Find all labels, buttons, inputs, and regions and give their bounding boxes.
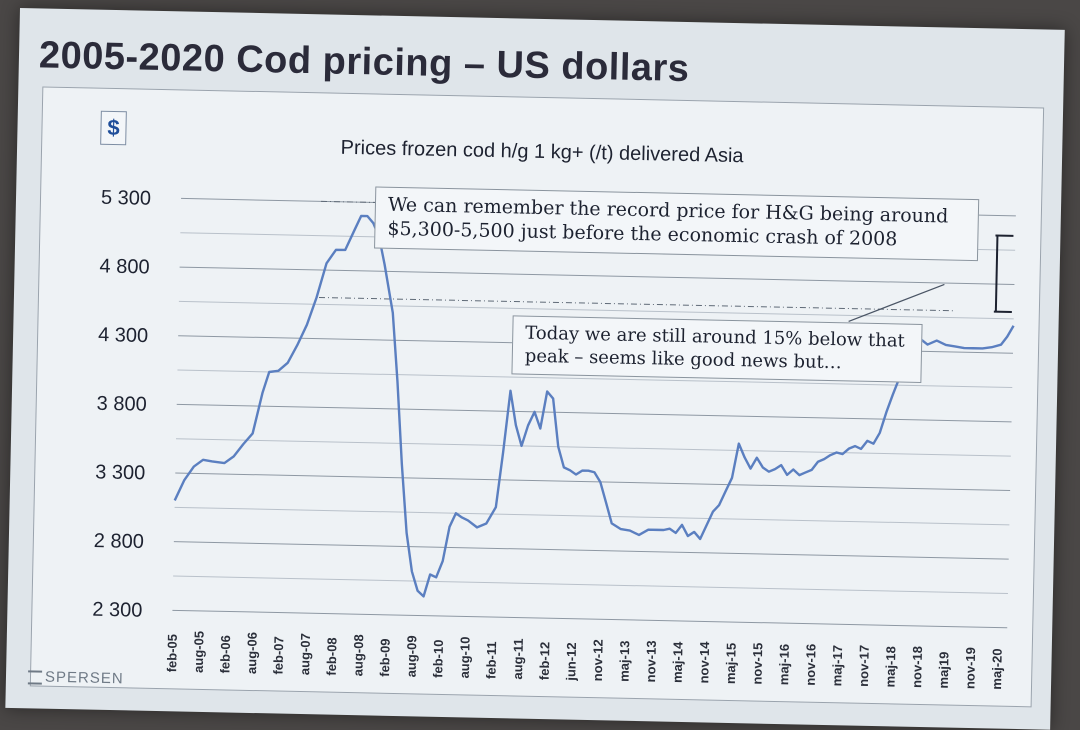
- gridline-major: [175, 473, 1010, 490]
- y-tick-label: 4 300: [98, 324, 149, 347]
- x-tick-label: maj-13: [616, 640, 632, 682]
- gridline-minor: [176, 439, 1011, 456]
- x-tick-label: nov-16: [803, 644, 819, 686]
- x-tick-label: maj-14: [670, 641, 686, 683]
- x-tick-label: nov-15: [749, 643, 765, 685]
- x-tick-label: feb-06: [217, 635, 233, 674]
- y-tick-label: 2 300: [92, 599, 143, 622]
- x-tick-label: maj-18: [883, 646, 899, 688]
- y-tick-label: 3 800: [96, 393, 147, 416]
- chart-frame: Prices frozen cod h/g 1 kg+ (/t) deliver…: [30, 86, 1044, 707]
- x-tick-label: nov-13: [643, 640, 659, 682]
- x-axis-ticks: feb-05 aug-05 feb-06 aug-06 feb-07 aug-07 feb-…: [164, 630, 1005, 691]
- y-tick-label: 3 300: [95, 461, 146, 484]
- x-tick-label: aug-09: [404, 635, 420, 677]
- x-tick-label: maj19: [936, 651, 952, 688]
- x-tick-label: feb-07: [271, 636, 287, 675]
- x-tick-label: aug-11: [510, 638, 526, 679]
- logo-text: SPERSEN: [45, 669, 124, 688]
- x-tick-label: jun-12: [563, 642, 579, 682]
- chart-title: Prices frozen cod h/g 1 kg+ (/t) deliver…: [340, 137, 744, 167]
- x-tick-label: aug-06: [244, 632, 260, 674]
- gridline-major: [172, 610, 1007, 627]
- x-tick-label: nov-14: [696, 641, 712, 684]
- gridlines: [172, 198, 1015, 627]
- y-axis-ticks: 5 300 4 800 4 300 3 800 3 300 2 800 2 300: [92, 187, 151, 622]
- callout-record-price: We can remember the record price for H&G…: [374, 186, 979, 260]
- company-logo: SPERSEN: [28, 668, 124, 687]
- x-tick-label: aug-07: [297, 633, 313, 675]
- series-line: [173, 212, 1016, 609]
- bracket-vertical: [996, 236, 998, 312]
- x-tick-label: maj-20: [989, 648, 1005, 690]
- y-tick-label: 2 800: [94, 530, 145, 553]
- price-line-chart: Prices frozen cod h/g 1 kg+ (/t) deliver…: [31, 88, 1043, 707]
- gridline-minor: [173, 576, 1008, 593]
- x-tick-label: nov-18: [909, 646, 925, 688]
- x-tick-label: feb-09: [377, 638, 393, 677]
- x-tick-label: maj-16: [776, 644, 792, 686]
- x-tick-label: feb-08: [324, 637, 340, 676]
- reference-line: [319, 297, 954, 310]
- logo-bars-icon: [28, 670, 42, 684]
- y-tick-label: 5 300: [101, 187, 152, 210]
- x-tick-label: aug-10: [457, 636, 473, 678]
- x-tick-label: feb-11: [483, 641, 499, 679]
- gridline-major: [180, 267, 1015, 284]
- slide: 2005-2020 Cod pricing – US dollars Price…: [5, 8, 1064, 730]
- currency-icon: $: [100, 111, 127, 146]
- x-tick-label: nov-19: [962, 647, 978, 689]
- x-tick-label: nov-12: [590, 639, 606, 681]
- x-tick-label: maj-17: [829, 645, 845, 687]
- gridline-major: [174, 542, 1009, 559]
- x-tick-label: aug-05: [191, 631, 207, 673]
- x-tick-label: feb-10: [430, 639, 446, 678]
- x-tick-label: maj-15: [723, 643, 739, 685]
- y-tick-label: 4 800: [99, 255, 150, 278]
- x-tick-label: aug-08: [350, 634, 366, 676]
- range-bracket: [994, 235, 1014, 311]
- x-tick-label: feb-12: [537, 642, 553, 681]
- slide-title: 2005-2020 Cod pricing – US dollars: [39, 34, 690, 91]
- series-layer: [173, 212, 1016, 609]
- x-tick-label: feb-05: [164, 634, 180, 673]
- callout-today-price: Today we are still around 15% below that…: [511, 315, 922, 383]
- gridline-minor: [175, 507, 1010, 524]
- x-tick-label: nov-17: [856, 645, 872, 687]
